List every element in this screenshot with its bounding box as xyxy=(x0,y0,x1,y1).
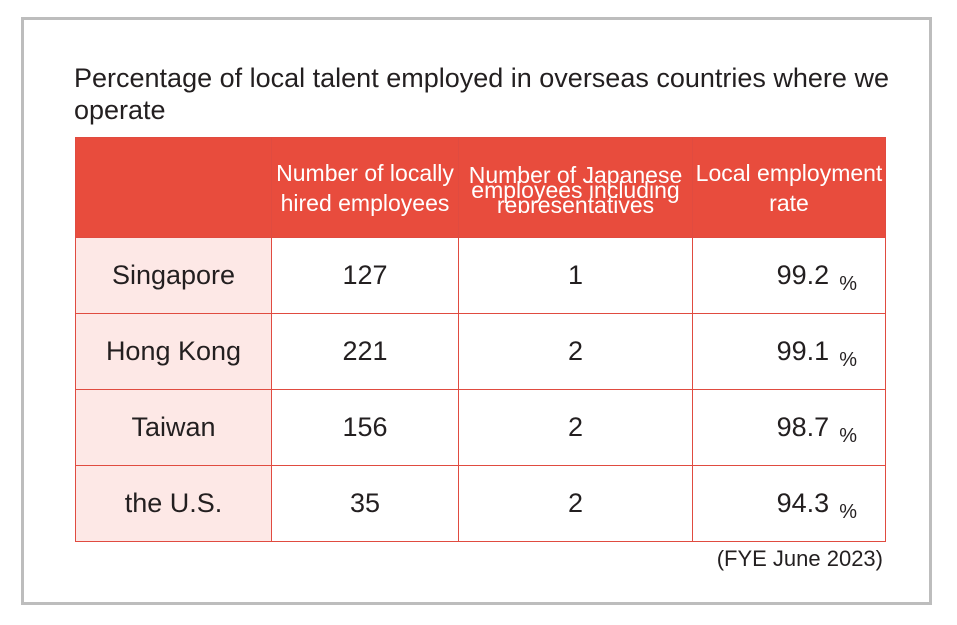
country-cell: Hong Kong xyxy=(75,313,272,390)
local-hired-cell: 156 xyxy=(271,389,459,466)
header-country xyxy=(75,137,272,238)
rate-unit: % xyxy=(839,501,857,523)
header-japanese-text: Number of Japanese employees including r… xyxy=(468,162,683,214)
rate-cell: 99.2% xyxy=(692,237,886,314)
header-japanese-employees: Number of Japanese employees including r… xyxy=(458,137,693,238)
rate-value: 99.2 xyxy=(776,260,830,290)
local-hired-cell: 127 xyxy=(271,237,459,314)
header-local-rate: Local employment rate xyxy=(692,137,886,238)
rate-unit: % xyxy=(839,273,857,295)
table-row: the U.S. 35 2 94.3% xyxy=(75,465,886,542)
rate-cell: 99.1% xyxy=(692,313,886,390)
local-hired-cell: 221 xyxy=(271,313,459,390)
rate-value: 99.1 xyxy=(776,336,830,366)
local-hired-cell: 35 xyxy=(271,465,459,542)
rate-value: 94.3 xyxy=(776,488,830,518)
rate-unit: % xyxy=(839,425,857,447)
country-cell: Singapore xyxy=(75,237,272,314)
japanese-employees-cell: 2 xyxy=(458,313,693,390)
rate-value: 98.7 xyxy=(776,412,830,442)
table-row: Taiwan 156 2 98.7% xyxy=(75,389,886,466)
table-row: Singapore 127 1 99.2% xyxy=(75,237,886,314)
employment-table: Number of locally hired employees Number… xyxy=(75,137,886,542)
japanese-employees-cell: 2 xyxy=(458,465,693,542)
header-row: Number of locally hired employees Number… xyxy=(75,137,886,238)
country-cell: the U.S. xyxy=(75,465,272,542)
rate-unit: % xyxy=(839,349,857,371)
rate-cell: 94.3% xyxy=(692,465,886,542)
rate-cell: 98.7% xyxy=(692,389,886,466)
japanese-employees-cell: 1 xyxy=(458,237,693,314)
header-local-hired: Number of locally hired employees xyxy=(271,137,459,238)
fiscal-year-note: (FYE June 2023) xyxy=(716,546,883,571)
table-title: Percentage of local talent employed in o… xyxy=(74,63,889,125)
country-cell: Taiwan xyxy=(75,389,272,466)
japanese-employees-cell: 2 xyxy=(458,389,693,466)
table-row: Hong Kong 221 2 99.1% xyxy=(75,313,886,390)
